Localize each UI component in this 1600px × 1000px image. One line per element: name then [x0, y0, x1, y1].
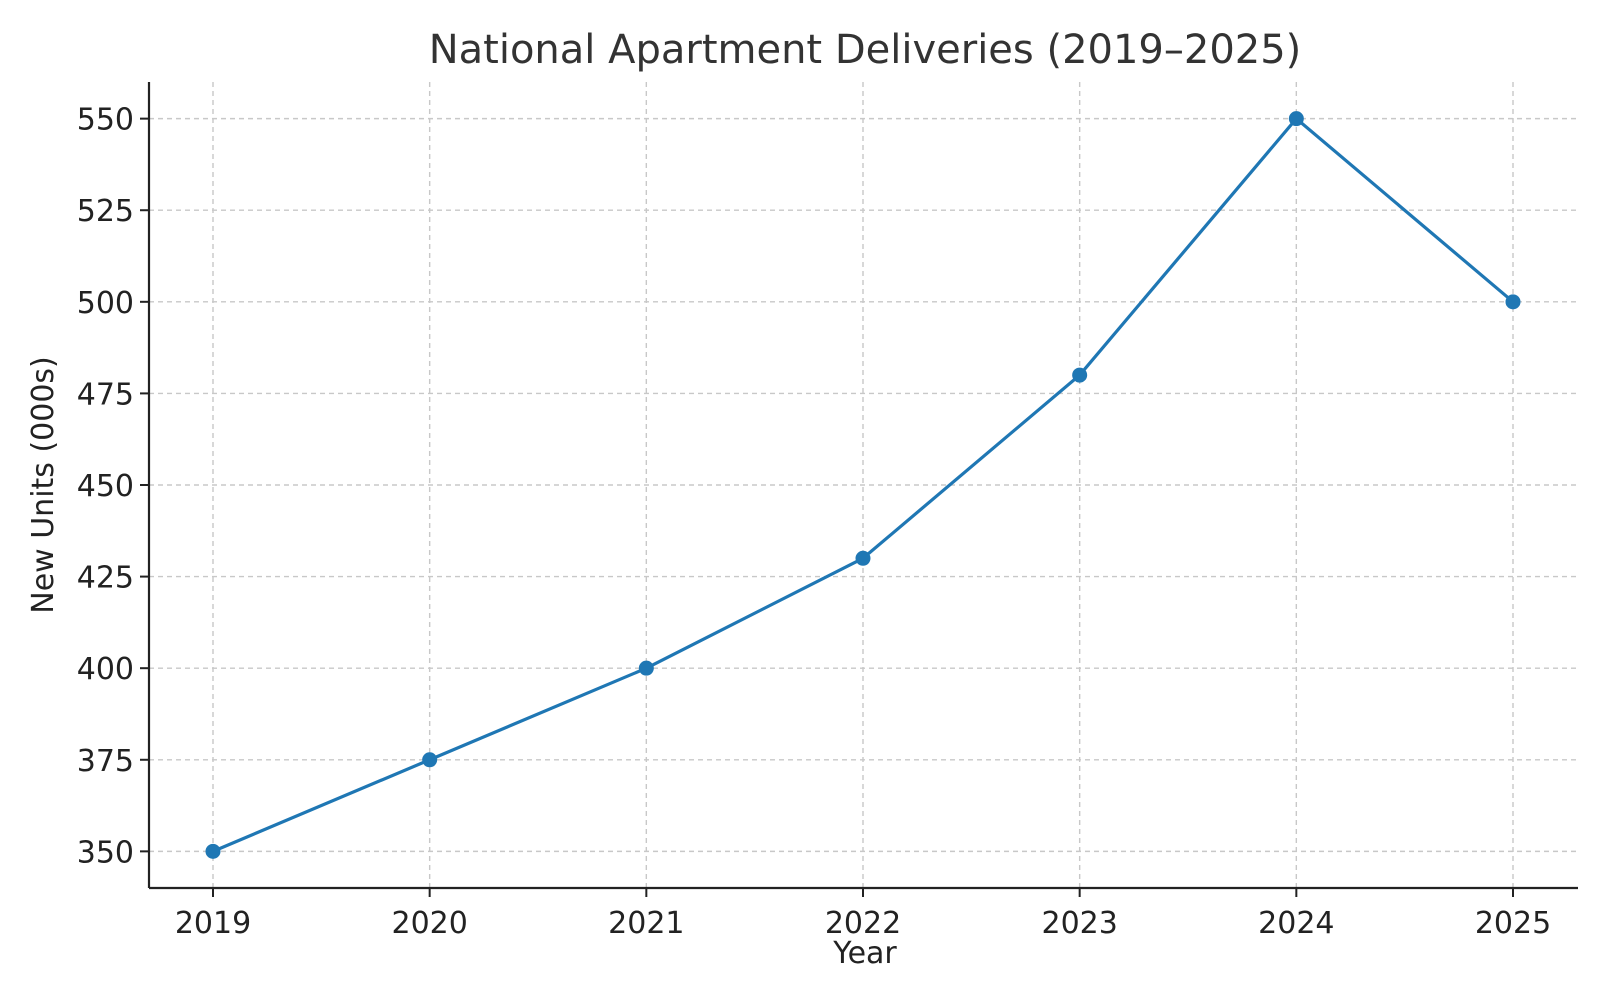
x-tick-label: 2021	[608, 906, 684, 941]
y-tick-label: 350	[77, 835, 134, 870]
y-tick-label: 475	[77, 377, 134, 412]
y-axis-label: New Units (000s)	[26, 356, 61, 614]
y-tick-label: 550	[77, 103, 134, 138]
x-tick-label: 2024	[1258, 906, 1334, 941]
x-tick-label: 2022	[825, 906, 901, 941]
y-tick-label: 450	[77, 469, 134, 504]
data-point	[205, 843, 221, 859]
data-point	[1072, 367, 1088, 383]
x-tick-label: 2023	[1041, 906, 1117, 941]
data-point	[638, 660, 654, 676]
chart-title: National Apartment Deliveries (2019–2025…	[429, 27, 1302, 73]
y-tick-label: 500	[77, 286, 134, 321]
x-tick-label: 2020	[391, 906, 467, 941]
y-tick-label: 425	[77, 561, 134, 596]
x-tick-label: 2025	[1475, 906, 1551, 941]
data-point	[1288, 111, 1304, 127]
tick-layer: 350 375 400 425 450 475 500 525 550 2019 2020 2021 2…	[77, 103, 1551, 941]
x-tick-label: 2019	[175, 906, 251, 941]
data-point	[1505, 294, 1521, 310]
data-point	[422, 752, 438, 768]
y-tick-label: 375	[77, 744, 134, 779]
y-tick-label: 400	[77, 652, 134, 687]
x-axis-label: Year	[832, 936, 897, 971]
data-point	[855, 550, 871, 566]
y-tick-label: 525	[77, 194, 134, 229]
series-layer	[205, 111, 1521, 859]
grid-layer	[149, 82, 1578, 888]
